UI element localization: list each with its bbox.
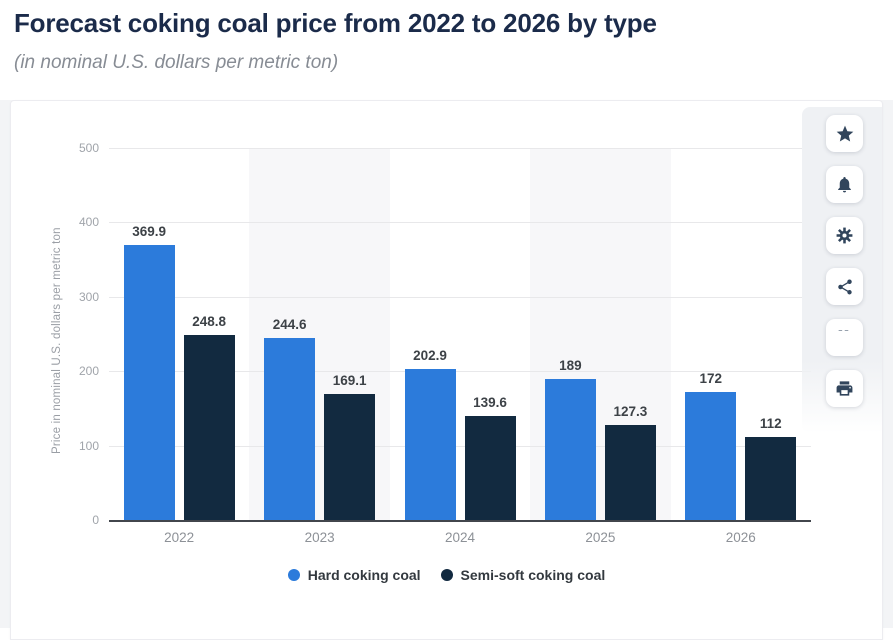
bar-value-label: 244.6	[272, 317, 307, 333]
cite-button[interactable]: “	[826, 319, 863, 356]
bar-value-label: 248.8	[192, 313, 227, 329]
bell-icon	[835, 175, 854, 194]
page-subtitle: (in nominal U.S. dollars per metric ton)	[14, 52, 339, 73]
bar-semi-soft-coking-coal[interactable]	[604, 425, 656, 520]
bar-chart: Price in nominal U.S. dollars per metric…	[11, 101, 882, 639]
chart-header: Forecast coking coal price from 2022 to …	[0, 0, 893, 100]
bar-value-label: 202.9	[413, 348, 447, 364]
favorite-button[interactable]	[826, 115, 863, 152]
bar-value-label: 139.6	[473, 395, 507, 411]
gear-icon	[835, 226, 854, 245]
gridline	[109, 222, 811, 224]
y-tick-label: 0	[92, 513, 99, 527]
x-axis-label: 2022	[164, 530, 195, 545]
star-icon	[835, 124, 855, 144]
legend-dot	[440, 569, 453, 581]
bar-value-label: 369.9	[132, 223, 167, 239]
bar-semi-soft-coking-coal[interactable]	[324, 394, 376, 520]
printer-icon	[835, 379, 854, 398]
x-axis-label: 2023	[304, 530, 335, 545]
alerts-button[interactable]	[826, 166, 863, 203]
bar-value-label: 172	[699, 371, 723, 387]
bar-hard-coking-coal[interactable]	[264, 338, 316, 520]
page-title: Forecast coking coal price from 2022 to …	[14, 8, 657, 38]
y-tick-label: 400	[78, 215, 99, 230]
y-tick-label: 200	[78, 364, 99, 379]
share-icon	[836, 278, 854, 296]
quote-icon: “	[836, 329, 853, 346]
bar-hard-coking-coal[interactable]	[404, 369, 456, 520]
bar-hard-coking-coal[interactable]	[544, 379, 596, 520]
chart-card: Price in nominal U.S. dollars per metric…	[10, 100, 883, 640]
legend-dot	[287, 569, 300, 581]
page-body: Price in nominal U.S. dollars per metric…	[0, 100, 893, 640]
bar-value-label: 127.3	[613, 404, 648, 420]
chart-legend: Hard coking coal Semi-soft coking coal	[11, 567, 882, 583]
gridline	[109, 296, 811, 298]
gridline	[109, 371, 811, 373]
toolbar: “	[826, 115, 863, 407]
bar-hard-coking-coal[interactable]	[685, 392, 737, 520]
legend-label: Hard coking coal	[307, 567, 421, 583]
bar-semi-soft-coking-coal[interactable]	[745, 436, 797, 520]
y-tick-label: 300	[78, 289, 99, 304]
x-axis-line	[109, 520, 811, 522]
y-tick-label: 100	[78, 438, 99, 453]
y-tick-label: 500	[78, 141, 99, 155]
share-button[interactable]	[826, 268, 863, 305]
bar-value-label: 169.1	[332, 373, 367, 389]
x-axis-label: 2026	[725, 530, 756, 545]
settings-button[interactable]	[826, 217, 863, 254]
print-button[interactable]	[826, 370, 863, 407]
bar-hard-coking-coal[interactable]	[123, 244, 175, 520]
legend-label: Semi-soft coking coal	[460, 567, 606, 583]
legend-item-hard-coking-coal[interactable]: Hard coking coal	[287, 567, 421, 583]
x-axis-label: 2024	[444, 530, 476, 545]
y-axis-title: Price in nominal U.S. dollars per metric…	[51, 227, 63, 455]
gridline	[109, 445, 811, 447]
legend-item-semi-soft-coking-coal[interactable]: Semi-soft coking coal	[440, 567, 606, 583]
x-axis-label: 2025	[585, 530, 616, 545]
bar-value-label: 112	[759, 415, 782, 431]
bar-value-label: 189	[559, 358, 582, 374]
bar-semi-soft-coking-coal[interactable]	[464, 416, 516, 520]
bar-semi-soft-coking-coal[interactable]	[183, 334, 235, 520]
gridline	[109, 148, 811, 149]
